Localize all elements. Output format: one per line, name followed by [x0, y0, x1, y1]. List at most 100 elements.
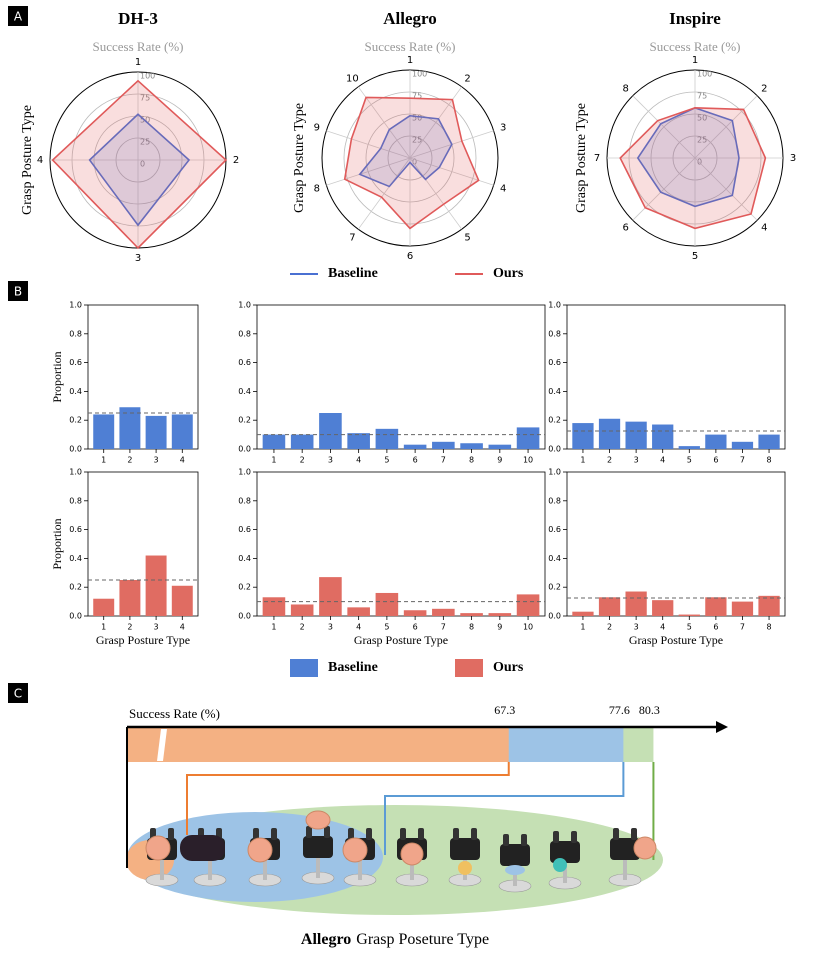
y-tick-label: 1.0	[548, 468, 561, 477]
axes-frame	[87, 471, 199, 617]
panel-label-box	[8, 281, 28, 301]
y-axis-label: Grasp Posture Type	[574, 103, 589, 213]
axis-category-label: 4	[37, 155, 43, 166]
x-tick-label: 5	[384, 623, 389, 632]
y-tick-label: 0.0	[69, 445, 82, 454]
r-tick-label: 75	[697, 92, 707, 101]
chart-subtitle: Success Rate (%)	[650, 39, 741, 54]
x-tick-label: 1	[271, 456, 276, 465]
x-tick-label: 6	[713, 623, 718, 632]
radar-area	[51, 79, 228, 250]
y-axis-label: Grasp Posture Type	[292, 103, 307, 213]
spoke	[694, 95, 758, 159]
caption: Allegro Grasp Poseture Type	[301, 931, 489, 948]
chart-subtitle: Success Rate (%)	[365, 39, 456, 54]
y-tick-label: 0.2	[69, 416, 82, 425]
axis-category-label: 1	[135, 57, 141, 68]
axis-category-label: 6	[407, 251, 413, 262]
chart-title: Allegro	[383, 9, 437, 28]
r-tick-label: 100	[140, 72, 155, 81]
y-tick-label: 0.4	[238, 554, 251, 563]
y-tick-label: 0.2	[238, 416, 251, 425]
axis-category-label: 2	[464, 74, 470, 85]
x-tick-label: 2	[607, 456, 612, 465]
x-tick-label: 2	[607, 623, 612, 632]
hand-images	[145, 810, 657, 893]
y-tick-label: 0.0	[69, 612, 82, 621]
value-label: 80.3	[639, 703, 660, 717]
x-axis-arrow	[716, 721, 728, 733]
bar	[119, 407, 141, 449]
chart-title: DH-3	[118, 9, 158, 28]
x-tick-label: 6	[413, 623, 418, 632]
axes-frame	[87, 304, 199, 450]
axis-category-label: 9	[314, 123, 320, 134]
x-axis-label: Grasp Posture Type	[354, 633, 448, 647]
connector-line	[384, 762, 625, 855]
x-axis-label: Success Rate (%)	[129, 706, 220, 721]
bar	[516, 427, 540, 449]
value-label: 67.3	[494, 703, 515, 717]
bar	[93, 414, 115, 449]
bar	[678, 614, 700, 616]
bar	[145, 555, 167, 616]
bar	[652, 600, 674, 616]
bar	[119, 580, 141, 616]
bar	[262, 434, 286, 449]
r-tick-label: 75	[412, 92, 422, 101]
x-tick-label: 2	[300, 456, 305, 465]
bar	[290, 434, 314, 449]
x-tick-label: 2	[127, 456, 132, 465]
bar	[625, 421, 647, 449]
y-tick-label: 0.2	[69, 583, 82, 592]
r-tick-label: 0	[140, 160, 145, 169]
connector-line	[186, 762, 510, 835]
legend-label: Baseline	[328, 660, 378, 675]
axis-category-label: 3	[500, 123, 506, 134]
x-tick-label: 3	[634, 623, 639, 632]
r-tick-label: 25	[697, 136, 707, 145]
bar	[290, 604, 314, 616]
spoke	[326, 130, 411, 159]
bar	[705, 597, 727, 616]
bar	[705, 434, 727, 449]
x-tick-label: 6	[713, 456, 718, 465]
caption-bold: Allegro	[301, 931, 351, 948]
axis-category-label: 4	[500, 183, 506, 194]
r-tick-label: 25	[412, 136, 422, 145]
radar-area	[358, 114, 453, 188]
y-tick-label: 1.0	[238, 468, 251, 477]
axis-category-label: 8	[623, 84, 629, 95]
bar	[171, 585, 193, 616]
axis-category-label: 2	[761, 84, 767, 95]
axes-frame	[566, 471, 786, 617]
y-tick-label: 1.0	[238, 301, 251, 310]
y-tick-label: 0.4	[238, 387, 251, 396]
x-tick-label: 4	[180, 456, 185, 465]
y-tick-label: 0.4	[548, 387, 561, 396]
x-tick-label: 3	[154, 623, 159, 632]
x-tick-label: 10	[523, 623, 533, 632]
x-tick-label: 4	[356, 456, 361, 465]
spoke	[409, 86, 463, 159]
y-tick-label: 0.8	[548, 496, 561, 505]
y-axis-label: Proportion	[50, 518, 64, 569]
x-tick-label: 1	[580, 623, 585, 632]
y-tick-label: 0.6	[69, 358, 82, 367]
x-tick-label: 4	[660, 456, 665, 465]
x-tick-label: 8	[767, 623, 772, 632]
x-tick-label: 7	[740, 623, 745, 632]
y-tick-label: 0.6	[548, 525, 561, 534]
y-tick-label: 0.8	[238, 496, 251, 505]
axis-category-label: 3	[790, 153, 796, 164]
bar	[93, 598, 115, 616]
y-axis-label: Proportion	[50, 351, 64, 402]
panel-label: A	[14, 10, 23, 24]
x-tick-label: 7	[740, 456, 745, 465]
x-tick-label: 3	[328, 623, 333, 632]
x-tick-label: 6	[413, 456, 418, 465]
y-tick-label: 0.2	[548, 416, 561, 425]
x-tick-label: 9	[497, 623, 502, 632]
panel-label-box	[8, 683, 28, 703]
x-tick-label: 5	[687, 456, 692, 465]
